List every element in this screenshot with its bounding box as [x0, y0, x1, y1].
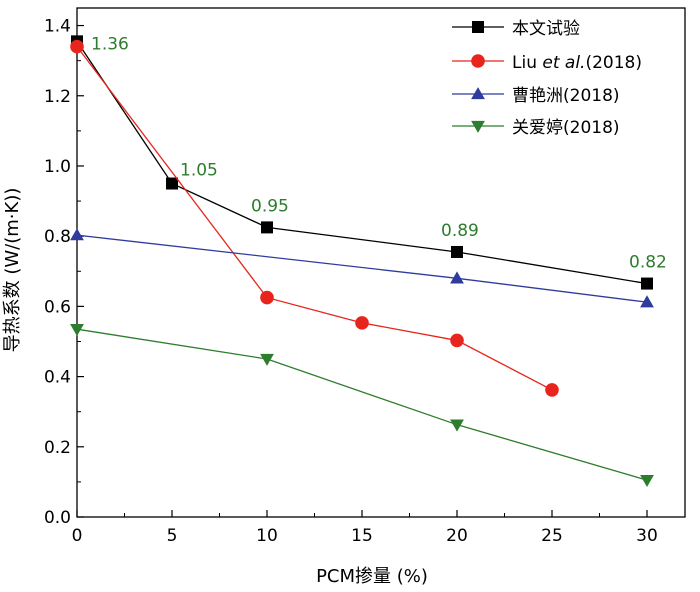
y-tick-label: 0.4	[44, 368, 71, 388]
legend-label-part: et al.	[542, 53, 585, 73]
series-1	[70, 39, 559, 397]
legend-item: Liu et al.(2018)	[452, 53, 642, 73]
legend-label: 曹艳洲(2018)	[512, 86, 620, 106]
x-tick-label: 15	[351, 526, 373, 546]
y-tick-label: 1.4	[44, 17, 71, 37]
legend-label: Liu et al.(2018)	[512, 53, 642, 73]
y-tick-label: 0.0	[44, 508, 71, 528]
x-tick-label: 10	[256, 526, 278, 546]
legend-marker	[471, 120, 485, 133]
data-label: 0.95	[251, 196, 289, 216]
x-tick-label: 25	[541, 526, 563, 546]
legend-item: 关爱婷(2018)	[452, 118, 620, 138]
legend-label-part: (2018)	[585, 53, 642, 73]
data-point	[70, 324, 84, 337]
data-label: 1.05	[180, 161, 218, 181]
data-point	[451, 245, 463, 258]
data-point	[70, 228, 84, 241]
x-tick-label: 20	[446, 526, 468, 546]
data-point	[166, 177, 178, 190]
plot-border	[76, 7, 686, 518]
legend-item: 曹艳洲(2018)	[452, 86, 620, 106]
data-point	[260, 353, 274, 366]
y-tick-label: 0.2	[44, 438, 71, 458]
data-point	[260, 290, 274, 305]
series-layer	[70, 35, 654, 488]
data-point	[545, 383, 559, 397]
data-point	[70, 39, 84, 54]
x-tick-label: 30	[636, 526, 658, 546]
plot-frame	[76, 7, 686, 518]
legend-marker	[471, 87, 485, 100]
y-axis: 0.0 0.2 0.4 0.6 0.8 1.0 1.2 1.4	[44, 17, 84, 528]
y-tick-label: 1.2	[44, 87, 71, 107]
legend: 本文试验 Liu et al.(2018) 曹艳洲(2018) 关爱婷(2018)	[452, 19, 642, 138]
y-tick-label: 0.8	[44, 227, 71, 247]
series-3	[70, 324, 654, 488]
legend-marker	[471, 54, 485, 68]
data-point	[640, 295, 654, 308]
y-tick-label: 0.6	[44, 297, 71, 317]
x-tick-label: 5	[167, 526, 178, 546]
x-axis-title: PCM掺量 (%)	[316, 566, 428, 587]
data-label: 0.82	[629, 253, 667, 273]
data-label: 1.36	[91, 34, 129, 54]
legend-label: 本文试验	[512, 19, 580, 39]
y-tick-label: 1.0	[44, 157, 71, 177]
legend-label: 关爱婷(2018)	[512, 118, 620, 138]
legend-item: 本文试验	[452, 19, 580, 39]
x-axis: 0 5 10 15 20 25 30	[72, 510, 658, 546]
legend-marker	[472, 21, 484, 33]
annotations: 1.36 1.05 0.95 0.89 0.82	[91, 34, 667, 272]
data-point	[450, 333, 464, 348]
series-2	[70, 228, 654, 308]
data-point	[640, 474, 654, 488]
data-point	[450, 419, 464, 432]
series-line	[76, 328, 648, 481]
legend-label-part: Liu	[512, 53, 542, 73]
data-label: 0.89	[441, 221, 479, 241]
series-line	[76, 234, 648, 303]
data-point	[641, 277, 653, 290]
data-point	[261, 221, 273, 234]
series-line	[76, 40, 648, 285]
x-tick-label: 0	[72, 526, 83, 546]
series-0	[71, 35, 653, 290]
data-point	[355, 316, 369, 330]
data-point	[450, 271, 464, 284]
y-axis-title: 导热系数 (W/(m·K))	[2, 188, 23, 353]
